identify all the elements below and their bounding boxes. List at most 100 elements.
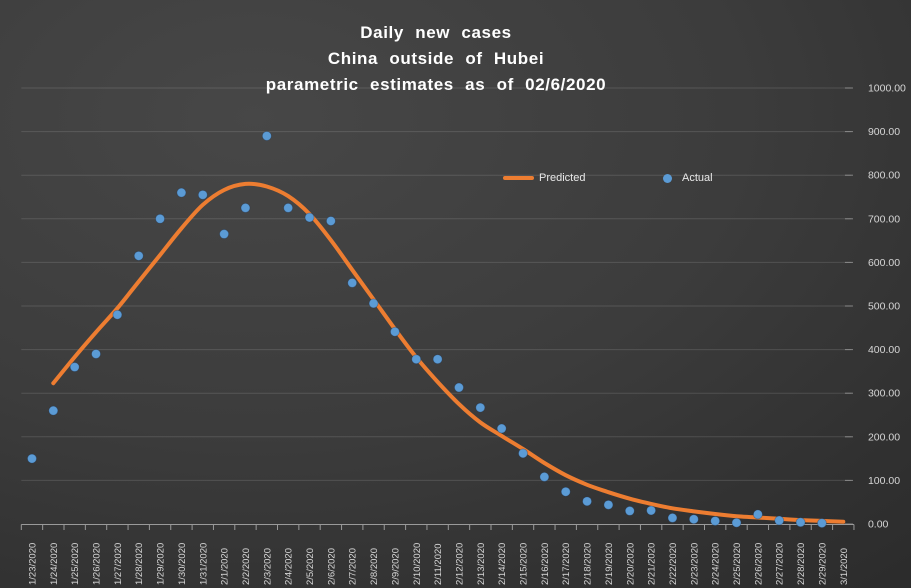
svg-text:0.00: 0.00 (868, 519, 889, 531)
actual-data-point (368, 298, 379, 309)
svg-text:1/29/2020: 1/29/2020 (156, 543, 167, 585)
svg-text:2/26/2020: 2/26/2020 (753, 543, 764, 585)
actual-data-point (325, 216, 336, 226)
svg-text:100.00: 100.00 (868, 475, 900, 487)
svg-text:600.00: 600.00 (868, 257, 900, 269)
actual-data-point (112, 309, 123, 320)
chart-title-line3: parametric estimates as of 02/6/2020 (265, 75, 607, 94)
svg-text:2/14/2020: 2/14/2020 (497, 543, 508, 585)
actual-dot-swatch (663, 173, 672, 183)
svg-text:2/22/2020: 2/22/2020 (668, 543, 679, 585)
svg-text:2/19/2020: 2/19/2020 (604, 543, 615, 585)
actual-data-point (69, 362, 80, 372)
actual-data-point (91, 349, 101, 359)
svg-text:2/25/2020: 2/25/2020 (732, 543, 743, 585)
svg-text:500.00: 500.00 (868, 301, 900, 313)
svg-text:1000.00: 1000.00 (868, 83, 906, 95)
svg-text:2/16/2020: 2/16/2020 (540, 543, 551, 585)
actual-data-point (304, 212, 315, 223)
actual-data-point (390, 326, 400, 337)
legend-item-predicted[interactable]: Predicted (503, 172, 585, 184)
actual-data-point (646, 505, 657, 516)
actual-data-point (176, 187, 187, 198)
svg-text:2/15/2020: 2/15/2020 (519, 543, 530, 585)
svg-text:2/9/2020: 2/9/2020 (390, 548, 401, 585)
actual-data-point (219, 229, 230, 239)
svg-text:2/29/2020: 2/29/2020 (817, 543, 828, 585)
actual-data-point (603, 499, 614, 510)
svg-text:2/5/2020: 2/5/2020 (305, 548, 316, 585)
chart-title-line1: Daily new cases (360, 23, 512, 42)
svg-text:900.00: 900.00 (868, 126, 900, 138)
legend-label-predicted: Predicted (539, 172, 586, 184)
actual-data-point (155, 213, 165, 224)
actual-data-point (411, 354, 422, 365)
actual-data-point (624, 506, 635, 516)
svg-text:2/10/2020: 2/10/2020 (412, 543, 423, 585)
actual-data-point (688, 514, 699, 525)
svg-text:800.00: 800.00 (868, 170, 900, 182)
actual-data-point (347, 277, 358, 288)
actual-data-point (133, 250, 144, 261)
svg-text:2/17/2020: 2/17/2020 (561, 543, 572, 585)
actual-data-point (710, 516, 721, 526)
svg-text:1/27/2020: 1/27/2020 (113, 543, 124, 585)
svg-text:2/28/2020: 2/28/2020 (796, 543, 807, 585)
chart-title-line2: China outside of Hubei (327, 49, 545, 68)
actual-data-point (197, 189, 208, 200)
actual-data-point (283, 202, 294, 213)
actual-data-point (774, 515, 785, 526)
svg-text:2/7/2020: 2/7/2020 (348, 548, 359, 585)
predicted-line-swatch (503, 176, 534, 180)
actual-data-point (582, 496, 592, 507)
svg-text:2/21/2020: 2/21/2020 (647, 543, 658, 585)
svg-text:2/1/2020: 2/1/2020 (220, 548, 231, 585)
actual-data-point (475, 402, 486, 413)
actual-data-point (432, 354, 443, 365)
svg-text:3/1/2020: 3/1/2020 (839, 548, 850, 585)
svg-text:2/3/2020: 2/3/2020 (262, 548, 273, 585)
actual-data-point (240, 202, 251, 213)
chart-title: Daily new cases China outside of Hubei p… (0, 20, 872, 98)
svg-text:2/12/2020: 2/12/2020 (454, 543, 465, 585)
actual-data-point (731, 517, 742, 528)
predicted-series-line (51, 181, 846, 524)
svg-text:1/25/2020: 1/25/2020 (70, 543, 81, 585)
svg-text:2/8/2020: 2/8/2020 (369, 548, 380, 585)
actual-data-point (454, 382, 464, 393)
actual-data-point (667, 512, 678, 523)
actual-data-point (539, 472, 550, 482)
svg-text:2/23/2020: 2/23/2020 (689, 543, 700, 585)
svg-text:300.00: 300.00 (868, 388, 900, 400)
actual-data-point (518, 448, 528, 459)
svg-text:2/24/2020: 2/24/2020 (711, 543, 722, 585)
svg-text:400.00: 400.00 (868, 344, 900, 356)
svg-text:2/27/2020: 2/27/2020 (775, 543, 786, 585)
svg-text:700.00: 700.00 (868, 213, 900, 225)
actual-data-point (752, 509, 763, 520)
actual-data-point (795, 517, 806, 528)
svg-text:200.00: 200.00 (868, 431, 900, 443)
svg-text:1/31/2020: 1/31/2020 (198, 543, 209, 585)
svg-text:1/26/2020: 1/26/2020 (92, 543, 103, 585)
legend-label-actual: Actual (682, 172, 713, 184)
svg-text:1/23/2020: 1/23/2020 (27, 543, 38, 585)
svg-text:2/4/2020: 2/4/2020 (284, 548, 295, 585)
actual-data-point (48, 405, 59, 416)
actual-data-point (560, 486, 571, 497)
actual-data-point (817, 518, 827, 529)
svg-text:2/11/2020: 2/11/2020 (433, 543, 444, 585)
svg-text:1/30/2020: 1/30/2020 (177, 543, 188, 585)
legend-item-actual[interactable]: Actual (663, 172, 713, 184)
svg-text:2/6/2020: 2/6/2020 (326, 548, 337, 585)
svg-text:2/2/2020: 2/2/2020 (241, 548, 252, 585)
actual-data-point (27, 453, 37, 464)
actual-data-point (496, 423, 507, 434)
actual-data-point (261, 131, 272, 141)
svg-text:1/24/2020: 1/24/2020 (49, 543, 60, 585)
svg-text:1/28/2020: 1/28/2020 (134, 543, 145, 585)
svg-text:2/18/2020: 2/18/2020 (583, 543, 594, 585)
svg-text:2/20/2020: 2/20/2020 (625, 543, 636, 585)
